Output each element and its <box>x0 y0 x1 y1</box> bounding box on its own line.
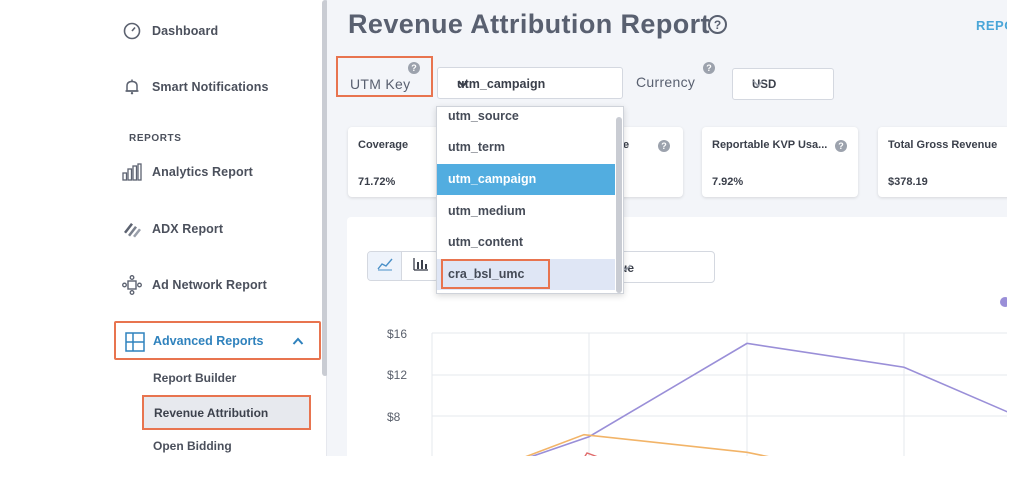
card-value: 7.92% <box>712 176 744 188</box>
dropdown-option-utm-content[interactable]: utm_content <box>437 227 615 258</box>
report-link[interactable]: REPO <box>976 18 1007 33</box>
sidebar-subitem-report-builder[interactable]: Report Builder <box>153 371 237 385</box>
bar-chart-icon <box>412 257 429 276</box>
sidebar-item-label: Ad Network Report <box>152 278 267 292</box>
y-tick-label: $8 <box>387 410 401 424</box>
utm-key-select[interactable]: utm_campaign <box>437 67 623 99</box>
card-title: Coverage <box>358 139 409 151</box>
card-title: e <box>623 139 630 151</box>
sidebar-item-label: Dashboard <box>152 24 219 38</box>
network-icon <box>122 275 142 295</box>
series-line-purple <box>530 342 1007 456</box>
sidebar-item-label: ADX Report <box>152 222 224 236</box>
sidebar-subitem-open-bidding[interactable]: Open Bidding <box>153 439 232 453</box>
sidebar-item-smart-notifications[interactable]: Smart Notifications <box>105 72 327 102</box>
section-heading-reports: REPORTS <box>129 133 182 144</box>
currency-select[interactable]: USD <box>732 68 834 100</box>
option-label: utm_campaign <box>448 172 537 186</box>
sidebar-item-label: Advanced Reports <box>153 334 264 348</box>
series-line-red <box>584 452 598 456</box>
line-chart-button[interactable] <box>368 252 402 280</box>
help-icon[interactable]: ? <box>708 15 727 34</box>
option-label: utm_term <box>448 140 505 154</box>
card-value: 71.72% <box>358 176 396 188</box>
bell-icon <box>122 77 142 97</box>
y-tick-label: $16 <box>387 327 408 341</box>
card-title: Total Gross Revenue <box>888 139 998 151</box>
metric-card-reportable-kvp: Reportable KVP Usa... ? 7.92% <box>702 127 858 197</box>
line-chart-icon <box>376 257 393 276</box>
utm-key-dropdown: utm_source utm_term utm_campaign utm_med… <box>436 106 624 294</box>
sidebar-item-label: Analytics Report <box>152 165 253 179</box>
sidebar-item-analytics-report[interactable]: Analytics Report <box>105 157 327 187</box>
option-label: utm_source <box>448 109 519 123</box>
sidebar-item-label: Smart Notifications <box>152 80 269 94</box>
layout-icon <box>125 332 145 352</box>
bar-chart-button[interactable] <box>403 252 438 280</box>
utm-key-label-highlight: UTM Key <box>336 56 433 97</box>
dropdown-scrollbar[interactable] <box>616 117 622 293</box>
dropdown-option-utm-campaign[interactable]: utm_campaign <box>437 164 615 195</box>
card-value: $378.19 <box>888 176 928 188</box>
option-label: utm_content <box>448 235 523 249</box>
sidebar-scrollbar[interactable] <box>322 0 328 376</box>
series-line-orange <box>525 433 769 456</box>
help-icon[interactable]: ? <box>408 62 420 74</box>
help-icon[interactable]: ? <box>658 140 670 152</box>
dropdown-option-utm-medium[interactable]: utm_medium <box>437 196 615 227</box>
main-content: Revenue Attribution Report ? REPO UTM Ke… <box>327 0 1007 456</box>
utm-key-label: UTM Key <box>350 76 411 92</box>
gauge-icon <box>122 21 142 41</box>
sidebar-item-adx-report[interactable]: ADX Report <box>105 214 327 244</box>
dropdown-option-utm-term[interactable]: utm_term <box>437 132 615 163</box>
sidebar: Dashboard Smart Notifications REPORTS An… <box>105 0 327 456</box>
sidebar-item-ad-network-report[interactable]: Ad Network Report <box>105 270 327 300</box>
metric-card-total-gross-revenue: Total Gross Revenue $378.19 <box>878 127 1007 197</box>
bar-chart-icon <box>122 162 142 182</box>
option-label: cra_bsl_umc <box>448 267 525 281</box>
chevron-down-icon <box>752 78 823 91</box>
sidebar-item-dashboard[interactable]: Dashboard <box>105 16 327 46</box>
currency-select-value: USD <box>752 79 777 91</box>
option-label: utm_medium <box>448 204 526 218</box>
help-icon[interactable]: ? <box>703 62 715 74</box>
page-title: Revenue Attribution Report <box>348 9 710 39</box>
help-icon[interactable]: ? <box>835 140 847 152</box>
cra-option-highlight <box>441 259 550 289</box>
dropdown-option-utm-source[interactable]: utm_source <box>437 107 615 132</box>
utm-key-select-value: utm_campaign <box>457 77 546 91</box>
line-chart <box>431 332 1007 456</box>
stripes-icon <box>122 219 142 239</box>
currency-label: Currency <box>636 74 696 90</box>
chevron-down-icon <box>457 77 610 91</box>
chevron-up-icon <box>292 335 304 349</box>
sidebar-subitem-label: Revenue Attribution <box>154 406 269 420</box>
card-title: Reportable KVP Usa... <box>712 139 828 151</box>
chart-type-toggle <box>367 251 439 281</box>
sidebar-item-advanced-reports[interactable]: Advanced Reports <box>114 321 321 360</box>
y-tick-label: $12 <box>387 368 408 382</box>
sidebar-subitem-revenue-attribution[interactable]: Revenue Attribution <box>142 395 311 430</box>
dropdown-option-cra-bsl-umc[interactable]: cra_bsl_umc <box>437 259 615 290</box>
legend-marker[interactable] <box>1000 297 1007 307</box>
